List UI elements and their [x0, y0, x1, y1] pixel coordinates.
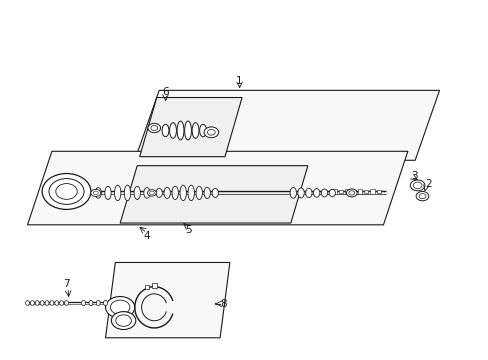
Bar	[364, 190, 368, 193]
Ellipse shape	[305, 188, 311, 198]
Circle shape	[412, 182, 421, 189]
Circle shape	[110, 300, 130, 315]
Ellipse shape	[45, 301, 49, 305]
Ellipse shape	[169, 123, 176, 138]
Text: 3: 3	[410, 171, 417, 181]
Ellipse shape	[103, 300, 107, 306]
Circle shape	[415, 192, 428, 201]
Bar	[376, 190, 380, 193]
Ellipse shape	[321, 189, 327, 197]
Circle shape	[151, 126, 158, 131]
Ellipse shape	[289, 188, 296, 198]
Ellipse shape	[134, 186, 140, 199]
Ellipse shape	[156, 188, 162, 197]
Circle shape	[203, 127, 218, 138]
Circle shape	[149, 191, 154, 195]
Circle shape	[348, 191, 354, 195]
Circle shape	[207, 130, 215, 135]
Circle shape	[409, 180, 424, 191]
Ellipse shape	[196, 186, 202, 199]
Ellipse shape	[35, 301, 39, 305]
Ellipse shape	[104, 186, 111, 199]
Circle shape	[105, 297, 135, 318]
Text: 7: 7	[63, 279, 70, 289]
Polygon shape	[27, 151, 407, 225]
Ellipse shape	[180, 185, 186, 201]
Ellipse shape	[203, 187, 210, 198]
Ellipse shape	[199, 124, 206, 137]
Circle shape	[418, 194, 425, 199]
Circle shape	[148, 123, 160, 133]
Polygon shape	[135, 90, 439, 160]
Ellipse shape	[64, 301, 68, 305]
Ellipse shape	[114, 185, 121, 201]
Ellipse shape	[60, 301, 63, 305]
Ellipse shape	[25, 301, 29, 305]
Ellipse shape	[177, 121, 183, 140]
Ellipse shape	[96, 300, 100, 306]
Ellipse shape	[55, 301, 59, 305]
Ellipse shape	[89, 300, 93, 306]
Ellipse shape	[143, 188, 150, 198]
Ellipse shape	[50, 301, 54, 305]
Ellipse shape	[192, 123, 199, 138]
Circle shape	[91, 189, 101, 197]
Ellipse shape	[30, 301, 34, 305]
Circle shape	[346, 189, 356, 197]
Bar	[338, 190, 343, 193]
Text: 1: 1	[236, 76, 243, 86]
Text: 8: 8	[220, 299, 227, 309]
Circle shape	[116, 315, 131, 326]
Text: 5: 5	[185, 225, 191, 235]
Ellipse shape	[40, 301, 44, 305]
Circle shape	[56, 184, 77, 199]
Bar	[369, 189, 374, 194]
Ellipse shape	[172, 186, 178, 199]
Circle shape	[93, 191, 98, 195]
Bar	[357, 189, 362, 194]
Ellipse shape	[188, 185, 194, 201]
Ellipse shape	[212, 188, 218, 197]
Bar	[351, 190, 355, 193]
Circle shape	[42, 174, 91, 210]
Polygon shape	[140, 98, 242, 157]
Ellipse shape	[297, 188, 304, 198]
Bar	[144, 285, 149, 289]
Polygon shape	[105, 262, 229, 338]
Ellipse shape	[184, 121, 191, 140]
Circle shape	[147, 190, 156, 196]
Circle shape	[111, 312, 136, 329]
Text: 6: 6	[162, 87, 168, 97]
Ellipse shape	[328, 189, 335, 197]
Ellipse shape	[162, 124, 168, 137]
Text: 2: 2	[424, 179, 431, 189]
Ellipse shape	[313, 189, 319, 197]
Ellipse shape	[124, 185, 130, 201]
Ellipse shape	[81, 300, 85, 306]
Ellipse shape	[95, 188, 101, 198]
Bar	[345, 189, 349, 194]
Circle shape	[49, 179, 84, 204]
Polygon shape	[120, 166, 307, 223]
Bar	[332, 189, 336, 194]
Text: 4: 4	[143, 231, 150, 240]
Bar	[152, 283, 157, 288]
Ellipse shape	[163, 187, 170, 198]
